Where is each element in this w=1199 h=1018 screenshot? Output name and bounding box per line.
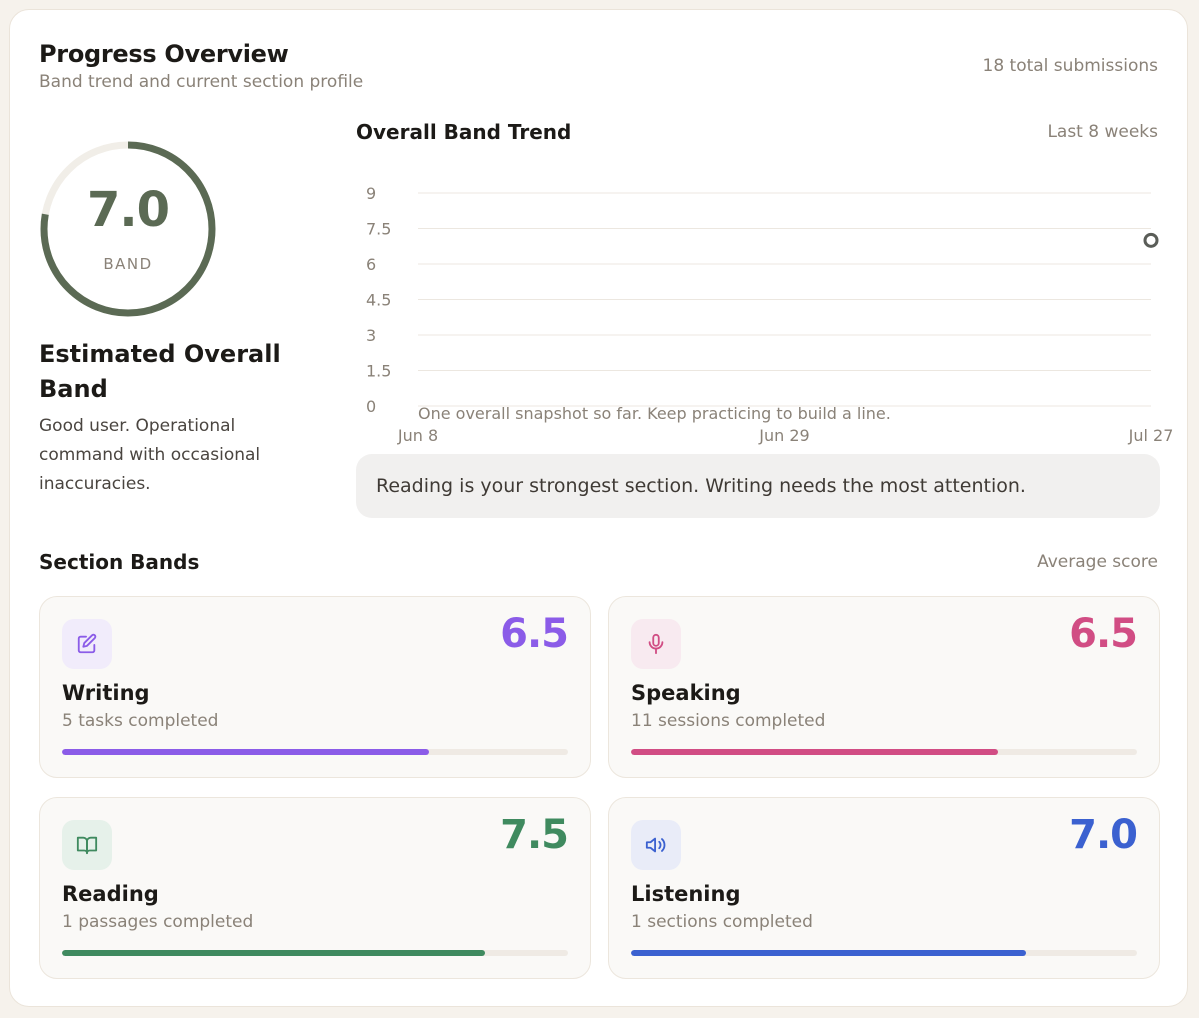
band-ring [40,141,216,317]
page-subtitle: Band trend and current section profile [39,72,364,92]
speaking-meta: 11 sessions completed [631,711,826,731]
speaking-score: 6.5 [1069,611,1138,657]
y-tick-label: 0 [366,397,376,416]
listening-progress-fill [631,950,1026,956]
page-title: Progress Overview [39,40,289,68]
y-tick-label: 3 [366,326,376,345]
progress-overview-card: Progress Overview Band trend and current… [9,9,1188,1007]
estimated-band-title: Estimated Overall Band [39,340,281,403]
writing-meta: 5 tasks completed [62,711,219,731]
chart-title: Overall Band Trend [356,120,572,144]
total-submissions: 18 total submissions [982,56,1159,76]
chart-period: Last 8 weeks [1047,122,1158,142]
section-tile-writing[interactable]: 6.5 Writing 5 tasks completed [39,596,591,778]
reading-meta: 1 passages completed [62,912,254,932]
overall-band-value: 7.0 [86,182,170,238]
writing-progress-track [62,749,568,755]
speaking-icon-box [631,619,681,669]
band-ring-progress [40,141,216,317]
section-tile-speaking[interactable]: 6.5 Speaking 11 sessions completed [608,596,1160,778]
reading-icon-box [62,820,112,870]
speaking-name: Speaking [631,681,741,705]
writing-icon-box [62,619,112,669]
microphone-icon [648,633,664,655]
reading-name: Reading [62,882,159,906]
listening-score: 7.0 [1069,812,1138,858]
section-bands-caption: Average score [1037,552,1158,572]
speaking-progress-track [631,749,1137,755]
y-tick-label: 7.5 [366,220,391,239]
reading-score: 7.5 [500,812,569,858]
edit-icon [77,633,97,654]
data-point [1143,232,1159,248]
writing-score: 6.5 [500,611,569,657]
section-bands-title: Section Bands [39,550,200,574]
y-tick-label: 9 [366,184,376,203]
writing-name: Writing [62,681,150,705]
writing-progress-fill [62,749,429,755]
insight-banner: Reading is your strongest section. Writi… [356,454,1160,518]
chart-note: One overall snapshot so far. Keep practi… [418,404,891,423]
y-tick-label: 4.5 [366,291,391,310]
section-tile-reading[interactable]: 7.5 Reading 1 passages completed [39,797,591,979]
reading-progress-fill [62,950,485,956]
band-trend-chart: 9 7.5 6 4.5 3 1.5 0 Jun 8 Jun 29 Jul 27 One overal… [366,184,1174,445]
reading-progress-track [62,950,568,956]
y-tick-label: 1.5 [366,362,391,381]
listening-icon-box [631,820,681,870]
book-icon [76,836,98,855]
y-tick-label: 6 [366,255,376,274]
x-tick-label: Jun 29 [758,426,809,445]
speaker-icon [645,837,666,853]
section-tile-listening[interactable]: 7.0 Listening 1 sections completed [608,797,1160,979]
speaking-progress-fill [631,749,998,755]
listening-progress-track [631,950,1137,956]
x-tick-label: Jun 8 [397,426,438,445]
overall-band-label: BAND [103,255,153,273]
estimated-band-description: Good user. Operational command with occa… [39,416,261,494]
listening-name: Listening [631,882,741,906]
listening-meta: 1 sections completed [631,912,813,932]
x-tick-label: Jul 27 [1128,426,1174,445]
